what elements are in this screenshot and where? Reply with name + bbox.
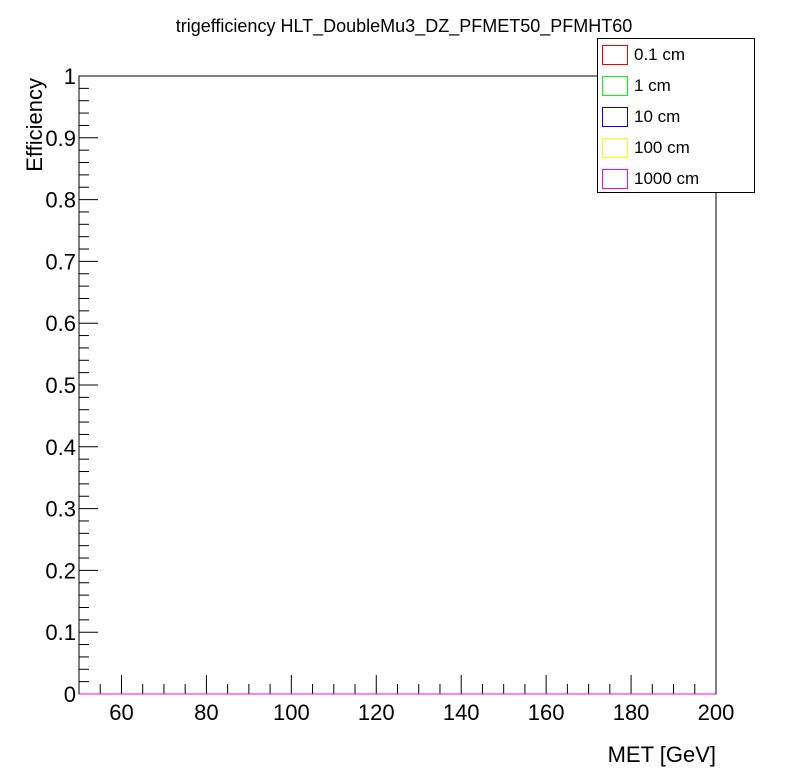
x-tick-label: 160 bbox=[528, 700, 565, 725]
legend-entry: 1 cm bbox=[602, 74, 671, 98]
x-tick-label: 140 bbox=[443, 700, 480, 725]
legend-swatch bbox=[602, 45, 628, 65]
legend-entry: 0.1 cm bbox=[602, 43, 685, 67]
y-axis-label: Efficiency bbox=[22, 78, 47, 172]
y-tick-label: 0.3 bbox=[45, 497, 76, 522]
legend-label: 10 cm bbox=[634, 107, 681, 126]
legend-swatch bbox=[602, 138, 628, 158]
y-tick-label: 0.4 bbox=[45, 435, 76, 460]
legend: 0.1 cm 1 cm 10 cm 100 cm 1000 cm bbox=[597, 38, 755, 193]
x-axis-label: MET [GeV] bbox=[608, 742, 716, 767]
x-axis bbox=[78, 675, 717, 694]
y-tick-label: 0.5 bbox=[45, 373, 76, 398]
x-tick-label: 100 bbox=[273, 700, 310, 725]
x-tick-label: 180 bbox=[613, 700, 650, 725]
y-tick-label: 0 bbox=[64, 682, 76, 707]
y-tick-label: 0.6 bbox=[45, 311, 76, 336]
legend-entry: 10 cm bbox=[602, 105, 680, 129]
y-tick-label: 0.8 bbox=[45, 188, 76, 213]
y-axis bbox=[79, 75, 98, 695]
legend-swatch bbox=[602, 76, 628, 96]
chart-title: trigefficiency HLT_DoubleMu3_DZ_PFMET50_… bbox=[176, 16, 633, 37]
y-tick-label: 0.9 bbox=[45, 126, 76, 151]
y-tick-label: 0.2 bbox=[45, 558, 76, 583]
legend-label: 0.1 cm bbox=[634, 45, 686, 64]
legend-label: 1000 cm bbox=[634, 169, 700, 188]
legend-label: 100 cm bbox=[634, 138, 690, 157]
x-tick-label: 120 bbox=[358, 700, 395, 725]
legend-swatch bbox=[602, 169, 628, 189]
legend-entry: 100 cm bbox=[602, 136, 690, 160]
legend-label: 1 cm bbox=[634, 76, 671, 95]
y-tick-labels: 0 0.1 0.2 0.3 0.4 0.5 0.6 0.7 0.8 0.9 1 bbox=[45, 64, 76, 707]
x-tick-label: 80 bbox=[194, 700, 218, 725]
x-tick-label: 200 bbox=[698, 700, 735, 725]
y-tick-label: 0.1 bbox=[45, 620, 76, 645]
y-tick-label: 1 bbox=[64, 64, 76, 89]
x-tick-labels: 60 80 100 120 140 160 180 200 bbox=[109, 700, 734, 725]
legend-entry: 1000 cm bbox=[602, 167, 699, 191]
legend-swatch bbox=[602, 107, 628, 127]
y-tick-label: 0.7 bbox=[45, 249, 76, 274]
x-tick-label: 60 bbox=[109, 700, 133, 725]
